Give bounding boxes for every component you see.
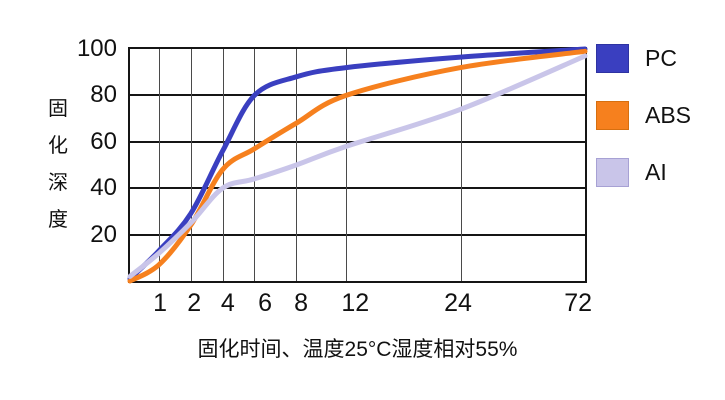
x-tick-label: 4 xyxy=(220,289,235,317)
x-tick-label: 6 xyxy=(258,289,273,317)
legend-item-abs: ABS xyxy=(596,101,691,130)
legend-item-ai: AI xyxy=(596,158,691,187)
x-axis-title: 固化时间、温度25°C湿度相对55% xyxy=(197,338,518,361)
x-tick-label: 12 xyxy=(341,289,370,317)
series-line-abs xyxy=(127,48,588,284)
x-tick-label: 8 xyxy=(294,289,309,317)
y-axis-title-char: 深 xyxy=(48,172,68,194)
series-line-pc xyxy=(127,46,588,282)
legend-swatch-abs xyxy=(596,101,629,130)
series-line-ai xyxy=(127,53,588,279)
y-axis-title-char: 化 xyxy=(48,135,68,157)
y-tick-label: 100 xyxy=(76,35,117,62)
y-axis-title-char: 固 xyxy=(48,98,68,120)
series-curves xyxy=(127,46,588,284)
plot-area xyxy=(127,46,588,284)
y-axis-title: 固化深度 xyxy=(46,91,70,239)
x-tick-label: 24 xyxy=(444,289,472,317)
legend-label-abs: ABS xyxy=(645,102,692,128)
x-tick-label: 1 xyxy=(153,289,167,317)
y-axis-title-char: 度 xyxy=(48,209,68,231)
legend-swatch-ai xyxy=(596,158,629,187)
legend-item-pc: PC xyxy=(596,44,691,73)
legend: PC ABS AI xyxy=(596,44,691,187)
x-axis-ticks: 1 2 4 6 8 12 24 72 xyxy=(128,288,592,320)
x-tick-label: 2 xyxy=(187,289,202,317)
x-tick-label: 72 xyxy=(564,289,593,317)
legend-label-pc: PC xyxy=(645,45,677,71)
legend-label-ai: AI xyxy=(645,159,667,185)
legend-swatch-pc xyxy=(596,44,629,73)
